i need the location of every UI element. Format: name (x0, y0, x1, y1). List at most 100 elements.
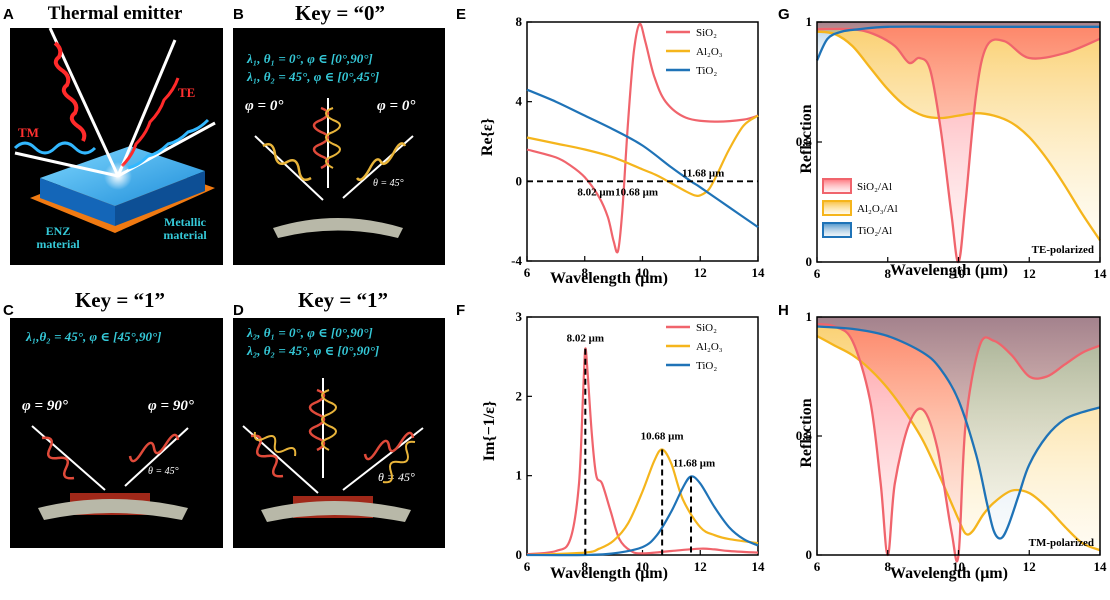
chart-e-xtick-label: 8 (582, 265, 589, 280)
key1-c-waves (31, 425, 189, 520)
chart-e-frame (526, 21, 759, 262)
key0-illustration: λ₁, θ₁ = 0°, φ ∈ [0°,90°] λ₁, θ₂ = 45°, … (233, 28, 445, 265)
chart-e-ytick-label: 4 (516, 94, 523, 109)
chart-f-xtick-label: 14 (752, 559, 766, 574)
phi-left-label-c: φ = 90° (22, 398, 68, 414)
tm-label: TM (18, 125, 39, 140)
theta-label-d: θ = 45° (378, 470, 415, 484)
chart-e-legend-label: SiO₂ (696, 27, 717, 39)
phi-left-label: φ = 0° (245, 98, 284, 114)
chart-f-xlabel: Wavelength (μm) (550, 565, 668, 582)
chart-g-legend-swatch (822, 178, 852, 194)
panel-letter-b: B (233, 6, 244, 23)
panel-a-title: Thermal emitter (47, 3, 183, 24)
key1-d-line1: λ₂, θ₁ = 0°, φ ∈ [0°,90°] (247, 325, 373, 340)
chart-h-xtick-label: 12 (1023, 559, 1036, 574)
chart-h-line-al2o3 (816, 334, 1101, 552)
key1-c-line1: λ₁,θ₂ = 45°, φ ∈ [45°,90°] (26, 329, 162, 344)
chart-e-xtick-label: 10 (636, 265, 649, 280)
theta-label-b: θ = 45° (373, 178, 404, 189)
chart-h-line-sio2 (816, 322, 1101, 563)
chart-h-xtick-label: 8 (885, 559, 892, 574)
panel-b-title: Key = “0” (294, 1, 386, 25)
chart-g-legend-swatch (822, 200, 852, 216)
chart-e-ytick-label: 0 (516, 173, 523, 188)
chart-g-xtick-label: 10 (952, 266, 965, 281)
chart-h-xtick-label: 10 (952, 559, 965, 574)
chart-h-line-tio2 (816, 325, 1101, 540)
chart-h-xtick-label: 6 (814, 559, 821, 574)
chart-g-legend-label: Al₂O₃/Al (857, 203, 898, 215)
panel-letter-g: G (778, 6, 790, 23)
chart-h-area-tio2 (817, 317, 1100, 539)
enz-label: ENZ material (36, 224, 80, 251)
te-label: TE (178, 85, 196, 100)
key1-c-illustration: λ₁,θ₂ = 45°, φ ∈ [45°,90°] φ = 90° φ = 9… (10, 318, 223, 548)
chart-f-legend-label: SiO₂ (696, 322, 717, 334)
chart-h-area-sio2 (817, 317, 1100, 562)
chart-g-ytick-label: 0 (806, 254, 813, 269)
chart-e-line-al2o3 (526, 114, 759, 197)
chart-g-ytick-label: 0.5 (796, 134, 813, 149)
chart-f-line-tio2 (526, 475, 759, 557)
chart-e-legend-label: TiO₂ (696, 65, 717, 77)
chart-f-ylabel: Im{−1/ε} (481, 400, 498, 462)
chart-g-xtick-label: 14 (1094, 266, 1108, 281)
panel-letter-c: C (3, 302, 14, 319)
key0-waves (254, 98, 414, 238)
chart-e-xtick-label: 14 (752, 265, 766, 280)
chart-f-annot-sio2: 8.02 μm (567, 333, 604, 345)
chart-g-legend-label: TiO₂/Al (857, 225, 892, 237)
chart-g-xtick-label: 12 (1023, 266, 1036, 281)
chart-f-ytick-label: 2 (516, 388, 523, 403)
panel-letter-h: H (778, 302, 789, 319)
thermal-emitter-illustration: TM TE ENZ material Metallic material (10, 28, 223, 265)
chart-h-ytick-label: 0 (806, 547, 813, 562)
chart-h-xtick-label: 14 (1094, 559, 1108, 574)
chart-f-xtick-label: 8 (582, 559, 589, 574)
chart-h-ytick-label: 1 (806, 309, 813, 324)
chart-g-polarization-note: TE-polarized (1032, 244, 1094, 256)
chart-f-xtick-label: 6 (524, 559, 531, 574)
panel-letter-d: D (233, 302, 244, 319)
chart-g-ylabel: Reflection (798, 104, 815, 174)
chart-f-line-al2o3 (526, 448, 759, 557)
chart-g-line-al2o3 (816, 30, 1101, 242)
chart-f-xtick-label: 10 (636, 559, 649, 574)
emitter-drawing (13, 28, 216, 233)
phi-right-label: φ = 0° (377, 98, 416, 114)
chart-e-line-sio2 (526, 22, 759, 254)
key1-d-line2: λ₂, θ₂ = 45°, φ ∈ [0°,90°] (247, 343, 380, 358)
chart-f-legend-label: Al₂O₃ (696, 341, 723, 353)
theta-label-c: θ = 45° (148, 466, 179, 477)
metal-label: Metallic material (163, 215, 207, 242)
chart-e-annot-tio2: 11.68 μm (682, 167, 724, 179)
chart-g-legend-label: SiO₂/Al (857, 181, 892, 193)
chart-g-line-tio2 (815, 25, 1100, 61)
chart-g-area-al2o3 (817, 22, 1100, 241)
chart-h-xlabel: Wavelength (μm) (890, 565, 1008, 582)
chart-e-xtick-label: 6 (524, 265, 531, 280)
panel-d-title: Key = “1” (297, 288, 389, 312)
chart-e-line-tio2 (526, 88, 759, 229)
chart-f-xtick-label: 12 (694, 559, 707, 574)
panel-letter-f: F (456, 302, 466, 319)
chart-e-ytick-label: -4 (511, 253, 522, 268)
chart-h-ylabel: Reflection (798, 398, 815, 468)
panel-letter-e: E (456, 6, 467, 23)
chart-e-xlabel: Wavelength (μm) (550, 270, 668, 287)
key0-line1: λ₁, θ₁ = 0°, φ ∈ [0°,90°] (247, 51, 373, 66)
chart-g-line-sio2 (816, 27, 1101, 264)
key1-d-illustration: λ₂, θ₁ = 0°, φ ∈ [0°,90°] λ₂, θ₂ = 45°, … (233, 318, 445, 548)
phi-right-label-c: φ = 90° (148, 398, 194, 414)
chart-g-legend-swatch (822, 222, 852, 238)
chart-g-xlabel: Wavelength (μm) (890, 262, 1008, 279)
chart-f-annot-al2o3: 10.68 μm (641, 430, 684, 442)
chart-e-xtick-label: 12 (694, 265, 707, 280)
chart-h-ytick-label: 0.5 (796, 428, 813, 443)
chart-h-polarization-note: TM-polarized (1029, 537, 1094, 549)
chart-e-ytick-label: 8 (516, 14, 523, 29)
chart-e-annot-al2o3: 10.68 μm (615, 186, 658, 198)
chart-g-xtick-label: 8 (885, 266, 892, 281)
